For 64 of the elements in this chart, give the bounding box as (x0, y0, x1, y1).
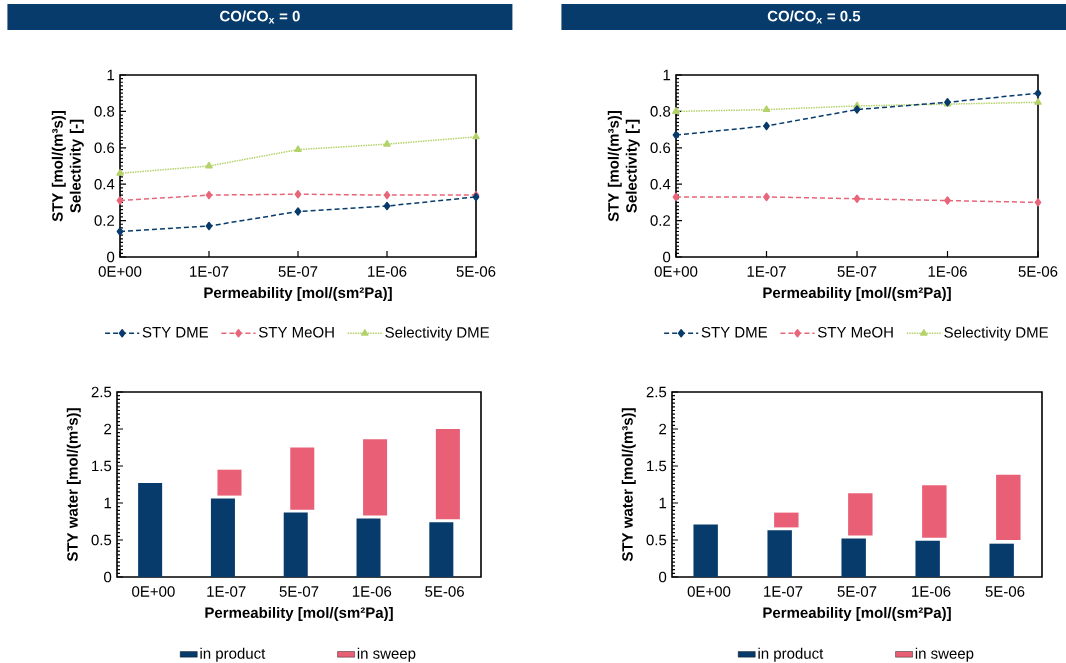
y-tick-label: 2.5 (646, 386, 667, 398)
x-tick-label: 0E+00 (98, 266, 142, 277)
y-tick-label: 0 (104, 571, 112, 583)
y-tick-label: 1 (659, 497, 667, 509)
legend-label: STY MeOH (817, 326, 893, 338)
y-tick-label: 0 (663, 251, 671, 263)
x-tick-label: 5E-07 (279, 586, 319, 597)
legend-label: Selectivity DME (944, 326, 1048, 341)
x-tick-label: 1E-07 (747, 266, 786, 277)
y-tick-label: 0.6 (94, 142, 115, 154)
legend-label: in sweep (915, 647, 974, 662)
chart-title: CO/CO$_{x}$ = 0 (220, 10, 300, 24)
x-tick-label: 5E-07 (278, 266, 318, 277)
legend-label: in sweep (357, 647, 416, 662)
legend-label: in product (758, 647, 824, 662)
x-tick-label: 1E-07 (764, 586, 803, 597)
x-tick-label: 1E-07 (207, 586, 246, 597)
y-tick-label: 0.8 (650, 106, 671, 117)
x-tick-label: 5E-06 (985, 586, 1025, 597)
y-axis-title: STY [mol/(m³s)] Selectivity [-] (607, 111, 640, 222)
y-tick-label: 1.5 (92, 460, 112, 472)
y-tick-label: 0.8 (94, 106, 115, 117)
y-tick-label: 0.4 (94, 178, 115, 190)
y-tick-label: 1 (663, 69, 671, 81)
y-tick-label: 0.4 (650, 178, 671, 190)
legend-label: in product (200, 647, 266, 662)
x-tick-label: 1E-07 (190, 266, 229, 277)
chart-title: CO/CO$_{x}$ = 0.5 (767, 10, 861, 24)
y-tick-label: 0.5 (646, 534, 667, 546)
x-tick-label: 1E-06 (352, 586, 392, 597)
y-axis-title: STY water [mol/(m³s)] (66, 408, 81, 562)
x-tick-label: 5E-06 (1018, 266, 1058, 277)
legend-label: STY DME (142, 326, 209, 338)
x-axis-title: Permeability [mol/(sm²Pa)] (205, 607, 393, 621)
y-tick-label: 1 (104, 497, 112, 509)
x-tick-label: 5E-06 (456, 266, 496, 277)
y-tick-label: 0 (659, 571, 667, 583)
y-axis-title: STY [mol/(m³s)] Selectivity [-] (51, 111, 84, 222)
y-tick-label: 0.5 (91, 534, 112, 546)
x-tick-label: 1E-06 (912, 586, 951, 597)
y-tick-label: 2.5 (91, 386, 112, 398)
y-tick-label: 1.5 (647, 460, 667, 472)
x-tick-label: 0E+00 (687, 586, 731, 597)
y-tick-label: 2 (104, 423, 112, 435)
x-tick-label: 0E+00 (654, 266, 698, 277)
legend-label: Selectivity DME (385, 326, 489, 341)
y-tick-label: 0.2 (650, 215, 671, 226)
x-tick-label: 5E-06 (425, 586, 464, 597)
y-tick-label: 1 (107, 69, 115, 81)
y-tick-label: 2 (659, 423, 667, 435)
y-tick-label: 0.6 (650, 142, 671, 154)
y-tick-label: 0 (107, 251, 115, 263)
x-tick-label: 1E-06 (368, 266, 407, 277)
y-axis-title: STY water [mol/(m³s)] (621, 408, 636, 562)
x-tick-label: 0E+00 (132, 586, 175, 597)
y-tick-label: 0.2 (94, 215, 115, 226)
x-axis-title: Permeability [mol/(sm²Pa)] (204, 287, 392, 301)
x-tick-label: 5E-07 (837, 586, 877, 597)
x-axis-title: Permeability [mol/(sm²Pa)] (763, 287, 951, 301)
legend-label: STY DME (701, 326, 768, 338)
x-axis-title: Permeability [mol/(sm²Pa)] (763, 607, 951, 621)
legend-label: STY MeOH (258, 326, 334, 338)
x-tick-label: 5E-07 (837, 266, 877, 277)
x-tick-label: 1E-06 (928, 266, 967, 277)
